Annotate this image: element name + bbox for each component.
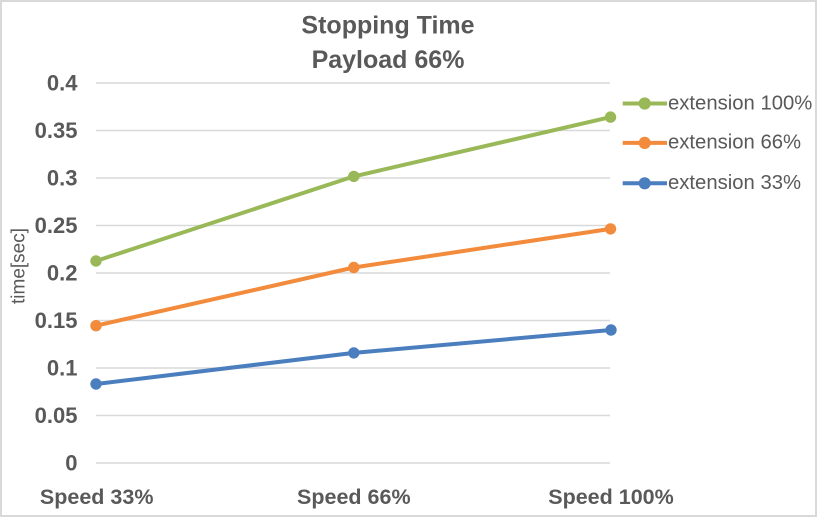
svg-text:Stopping Time: Stopping Time xyxy=(301,12,474,40)
svg-text:extension 100%: extension 100% xyxy=(668,92,812,114)
svg-text:0.35: 0.35 xyxy=(35,118,78,143)
svg-text:extension 33%: extension 33% xyxy=(668,172,801,194)
svg-text:Speed 66%: Speed 66% xyxy=(297,485,411,509)
svg-text:0.4: 0.4 xyxy=(47,71,78,96)
svg-text:0.05: 0.05 xyxy=(35,403,78,428)
svg-text:extension 66%: extension 66% xyxy=(668,132,801,154)
svg-text:0.2: 0.2 xyxy=(47,261,78,286)
svg-text:Speed 33%: Speed 33% xyxy=(40,485,154,509)
svg-text:0.15: 0.15 xyxy=(35,308,78,333)
svg-text:Speed 100%: Speed 100% xyxy=(548,485,673,509)
svg-text:0.1: 0.1 xyxy=(47,356,78,381)
svg-text:0: 0 xyxy=(65,451,77,476)
svg-text:0.25: 0.25 xyxy=(35,213,78,238)
svg-text:time[sec]: time[sec] xyxy=(8,228,29,304)
svg-text:0.3: 0.3 xyxy=(47,166,78,191)
svg-text:Payload 66%: Payload 66% xyxy=(312,46,465,74)
